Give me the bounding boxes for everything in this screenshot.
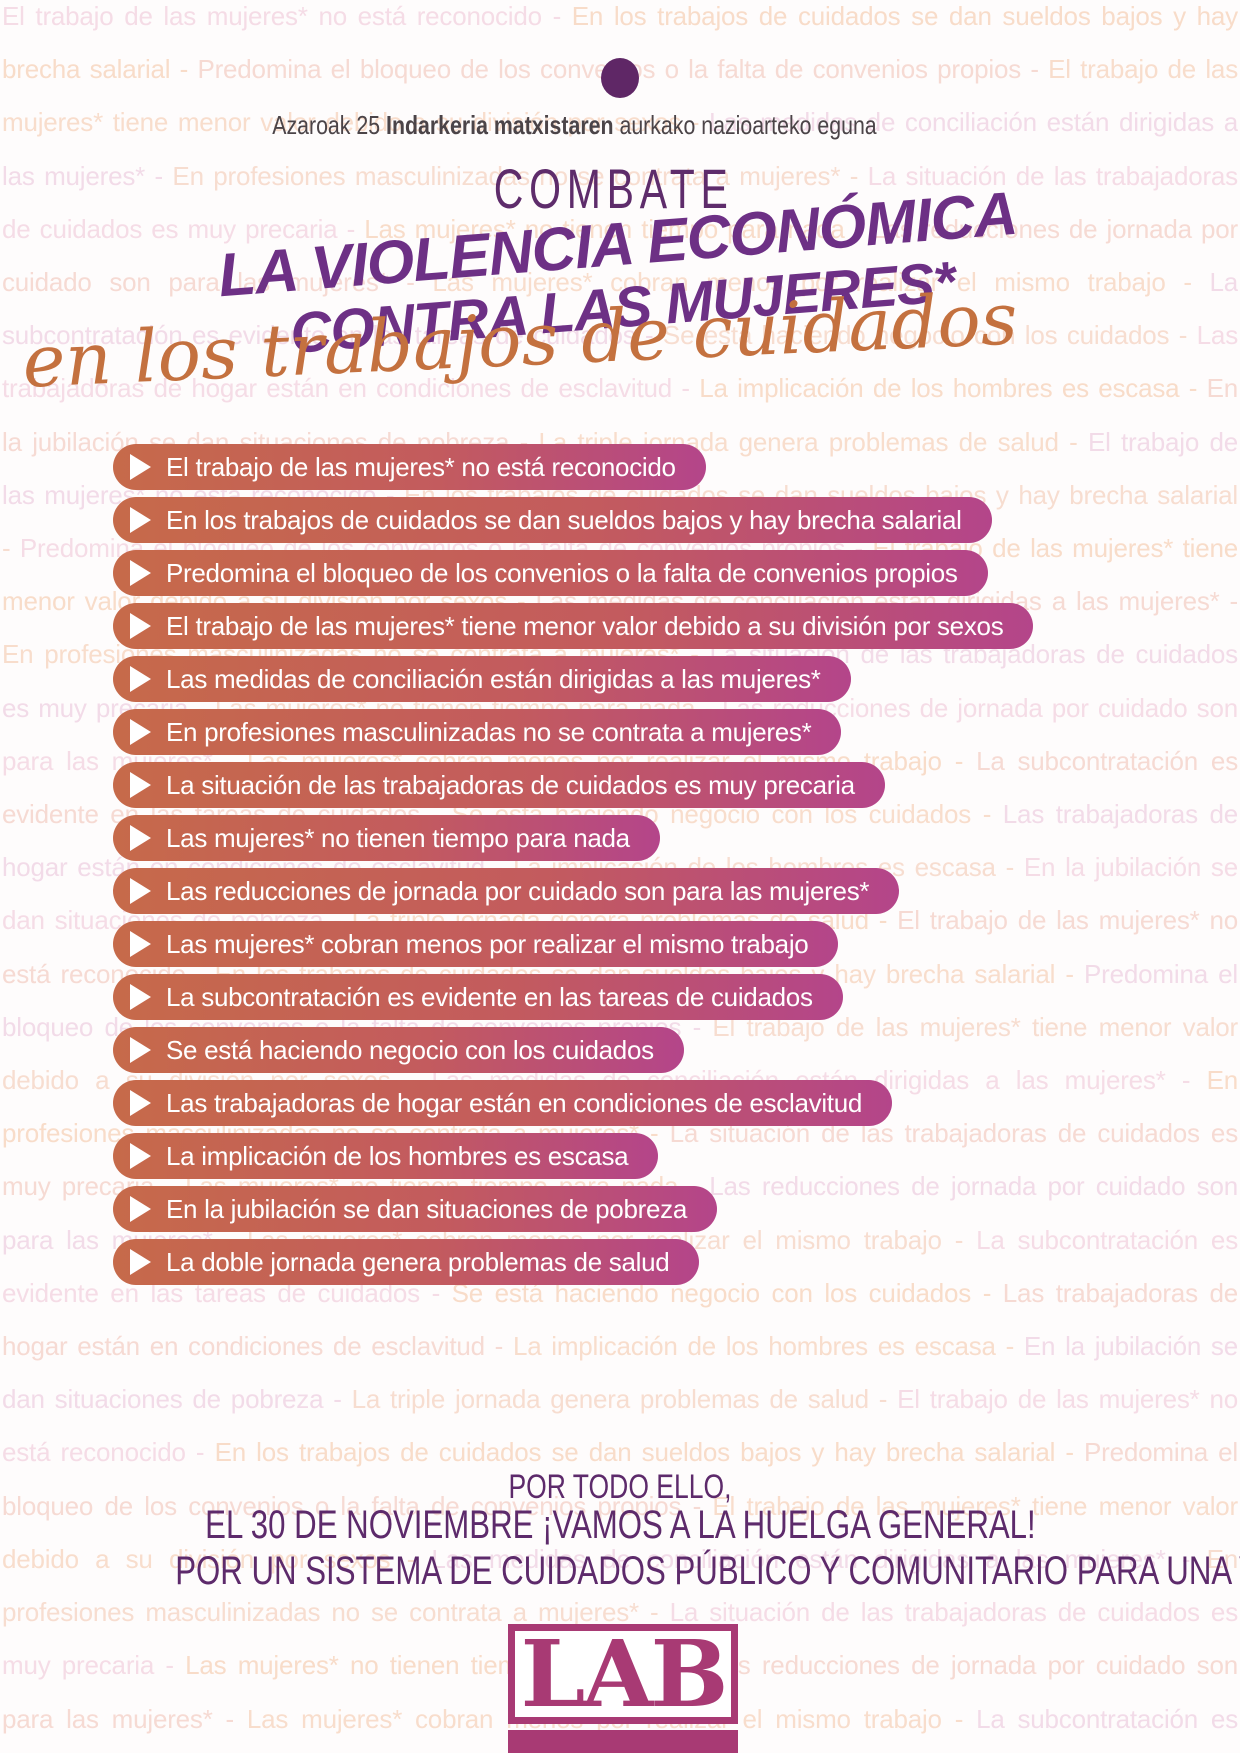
bullet-text: Las medidas de conciliación están dirigi… <box>166 663 821 694</box>
play-arrow-icon <box>130 1143 151 1169</box>
bullet-item: Las medidas de conciliación están dirigi… <box>113 656 851 702</box>
bullet-list: El trabajo de las mujeres* no está recon… <box>113 444 1034 1292</box>
footer-line-3: POR UN SISTEMA DE CUIDADOS PÚBLICO Y COM… <box>0 1549 1240 1594</box>
bullet-text: La subcontratación es evidente en las ta… <box>166 981 813 1012</box>
header-suffix: aurkako nazioarteko eguna <box>613 110 878 140</box>
bullet-item: En profesiones masculinizadas no se cont… <box>113 709 842 755</box>
bullet-item: La implicación de los hombres es escasa <box>113 1133 659 1179</box>
lab-logo-block <box>508 1730 738 1753</box>
bullet-item: Las trabajadoras de hogar están en condi… <box>113 1080 893 1126</box>
title-kicker-text: COMBATE <box>493 157 734 221</box>
play-arrow-icon <box>130 613 151 639</box>
lab-logo: LAB <box>508 1624 738 1724</box>
play-arrow-icon <box>130 560 151 586</box>
purple-dot-icon <box>601 58 639 98</box>
header-prefix: Azaroak 25 <box>272 110 387 140</box>
footer-line-1: POR TODO ELLO, <box>0 1468 1240 1507</box>
bullet-item: Se está haciendo negocio con los cuidado… <box>113 1027 684 1073</box>
play-arrow-icon <box>130 984 151 1010</box>
footer-line-2: EL 30 DE NOVIEMBRE ¡VAMOS A LA HUELGA GE… <box>0 1503 1240 1548</box>
bullet-item: Predomina el bloqueo de los convenios o … <box>113 550 988 596</box>
play-arrow-icon <box>130 772 151 798</box>
bullet-item: En la jubilación se dan situaciones de p… <box>113 1186 718 1232</box>
bullet-text: El trabajo de las mujeres* tiene menor v… <box>166 610 1004 641</box>
bullet-item: La situación de las trabajadoras de cuid… <box>113 762 885 808</box>
bullet-text: La situación de las trabajadoras de cuid… <box>166 769 855 800</box>
bullet-text: Se está haciendo negocio con los cuidado… <box>166 1034 654 1065</box>
bullet-item: En los trabajos de cuidados se dan sueld… <box>113 497 992 543</box>
play-arrow-icon <box>130 1196 151 1222</box>
bullet-text: En la jubilación se dan situaciones de p… <box>166 1193 688 1224</box>
play-arrow-icon <box>130 825 151 851</box>
bullet-item: Las mujeres* no tienen tiempo para nada <box>113 815 660 861</box>
bullet-text: La implicación de los hombres es escasa <box>166 1140 629 1171</box>
play-arrow-icon <box>130 1090 151 1116</box>
title-kicker: COMBATE <box>0 158 1240 221</box>
bullet-text: Las trabajadoras de hogar están en condi… <box>166 1087 863 1118</box>
play-arrow-icon <box>130 1249 151 1275</box>
footer-line-3-text: POR UN SISTEMA DE CUIDADOS PÚBLICO Y COM… <box>175 1549 1240 1593</box>
bullet-text: Las mujeres* cobran menos por realizar e… <box>166 928 809 959</box>
header-line: Azaroak 25 Indarkeria matxistaren aurkak… <box>0 110 1240 141</box>
bullet-item: Las mujeres* cobran menos por realizar e… <box>113 921 839 967</box>
bullet-item: El trabajo de las mujeres* no está recon… <box>113 444 706 490</box>
play-arrow-icon <box>130 1037 151 1063</box>
bullet-text: Predomina el bloqueo de los convenios o … <box>166 557 958 588</box>
bullet-item: La subcontratación es evidente en las ta… <box>113 974 843 1020</box>
bullet-item: Las reducciones de jornada por cuidado s… <box>113 868 900 914</box>
play-arrow-icon <box>130 931 151 957</box>
lab-logo-text: LAB <box>520 1620 729 1728</box>
bullet-text: En los trabajos de cuidados se dan sueld… <box>166 504 962 535</box>
bullet-text: Las reducciones de jornada por cuidado s… <box>166 875 870 906</box>
footer-line-1-text: POR TODO ELLO, <box>508 1468 732 1506</box>
bullet-text: El trabajo de las mujeres* no está recon… <box>166 451 676 482</box>
bullet-text: En profesiones masculinizadas no se cont… <box>166 716 812 747</box>
footer-line-2-text: EL 30 DE NOVIEMBRE ¡VAMOS A LA HUELGA GE… <box>204 1503 1036 1547</box>
bullet-item: El trabajo de las mujeres* tiene menor v… <box>113 603 1034 649</box>
play-arrow-icon <box>130 719 151 745</box>
play-arrow-icon <box>130 507 151 533</box>
play-arrow-icon <box>130 666 151 692</box>
play-arrow-icon <box>130 878 151 904</box>
header-bold: Indarkeria matxistaren <box>386 110 614 140</box>
bullet-text: Las mujeres* no tienen tiempo para nada <box>166 822 630 853</box>
bullet-item: La doble jornada genera problemas de sal… <box>113 1239 700 1285</box>
bullet-text: La doble jornada genera problemas de sal… <box>166 1246 670 1277</box>
play-arrow-icon <box>130 454 151 480</box>
